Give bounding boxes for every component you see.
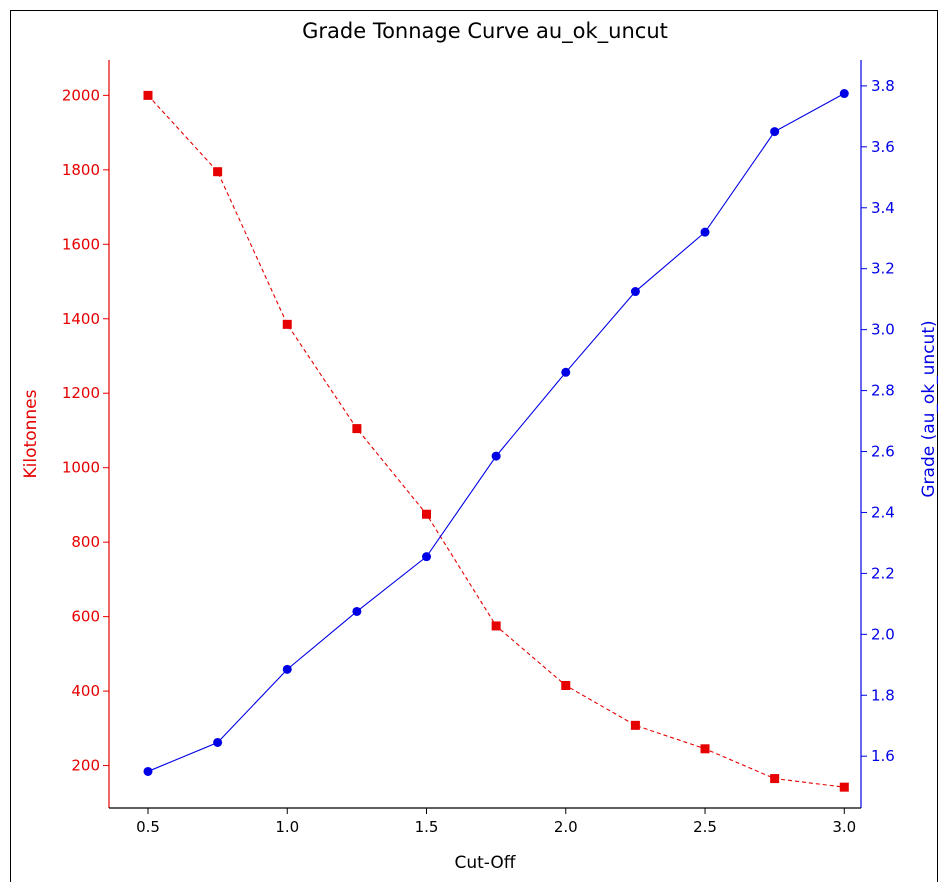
grade-marker [143,766,153,776]
x-axis-ticks: 0.5 1.0 1.5 2.0 2.5 3.0 [136,808,856,836]
left-y-tick-label: 800 [71,533,100,551]
x-tick-label: 1.0 [275,818,299,836]
plot-area [108,60,862,809]
left-y-tick-label: 400 [71,682,100,700]
kilotonnes-marker [352,424,362,434]
kilotonnes-line [147,95,845,788]
x-tick-label: 3.0 [832,818,856,836]
left-y-tick-label: 1200 [62,384,100,402]
right-y-tick-label: 2.6 [871,443,895,461]
grade-marker [561,367,571,377]
right-y-tick-label: 2.2 [871,564,895,582]
right-y-tick-label: 3.2 [871,260,895,278]
series-kilotonnes [143,90,849,792]
grade-marker [282,664,292,674]
left-y-tick-label: 1400 [62,310,100,328]
left-y-tick-label: 2000 [62,86,100,104]
right-y-tick-label: 1.8 [871,686,895,704]
kilotonnes-marker [770,774,780,784]
kilotonnes-marker [839,782,849,792]
grade-marker [770,127,780,137]
kilotonnes-marker [630,720,640,730]
x-tick-label: 2.5 [693,818,717,836]
kilotonnes-marker [213,167,223,177]
left-y-tick-label: 1800 [62,161,100,179]
kilotonnes-marker [143,90,153,100]
right-y-axis-ticks: 1.6 1.8 2.0 2.2 2.4 2.6 2.8 3.0 3.2 3.4 3.6 3.8 [861,77,895,765]
kilotonnes-marker [561,681,571,691]
kilotonnes-marker [422,509,432,519]
chart-title: Grade Tonnage Curve au_ok_uncut [302,19,668,44]
right-y-tick-label: 2.8 [871,382,895,400]
right-y-tick-label: 3.8 [871,77,895,95]
left-y-tick-label: 200 [71,757,100,775]
kilotonnes-marker [700,744,710,754]
x-tick-label: 1.5 [415,818,439,836]
left-y-tick-label: 1600 [62,235,100,253]
grade-marker [352,606,362,616]
left-y-axis-label: Kilotonnes [21,389,41,478]
series-grade [143,89,849,776]
grade-marker [422,552,432,562]
right-y-axis-label: Grade (au_ok_uncut) [919,320,938,497]
grade-marker [491,451,501,461]
left-y-tick-label: 1000 [62,459,100,477]
right-y-tick-label: 3.4 [871,199,895,217]
grade-marker [839,89,849,99]
left-y-axis-ticks: 200 400 600 800 1000 1200 1400 1600 1800 2000 [62,86,109,775]
grade-marker [700,227,710,237]
right-y-tick-label: 1.6 [871,747,895,765]
grade-marker [213,737,223,747]
grade-marker [630,287,640,297]
left-y-tick-label: 600 [71,608,100,626]
right-y-tick-label: 3.0 [871,321,895,339]
right-y-tick-label: 3.6 [871,138,895,156]
right-y-tick-label: 2.0 [871,625,895,643]
kilotonnes-marker [491,621,501,631]
grade-line [147,93,845,772]
x-tick-label: 0.5 [136,818,160,836]
x-tick-label: 2.0 [554,818,578,836]
kilotonnes-marker [282,319,292,329]
right-y-tick-label: 2.4 [871,503,895,521]
x-axis-label: Cut-Off [454,853,516,873]
